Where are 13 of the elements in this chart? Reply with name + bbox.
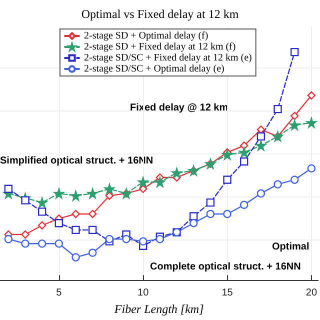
legend-label: 2-stage SD + Optimal delay (f) — [84, 30, 208, 42]
annotation: Simplified optical struct. + 16NN — [0, 156, 154, 166]
annotation: Complete optical struct. + 16NN — [150, 262, 301, 272]
x-tick-label: 15 — [222, 288, 234, 299]
x-tick-label: 5 — [56, 288, 62, 299]
x-axis-title: Fiber Length [km] — [113, 302, 204, 316]
x-tick-label: 20 — [306, 288, 318, 299]
legend-label: 2-stage SD/SC + Optimal delay (e) — [84, 64, 224, 74]
legend-label: 2-stage SD + Fixed delay at 12 km (f) — [84, 42, 236, 52]
legend-label: 2-stage SD/SC + Fixed delay at 12 km (e) — [84, 52, 252, 64]
x-tick-label: 10 — [138, 288, 150, 299]
chart-title: Optimal vs Fixed delay at 12 km — [81, 7, 240, 21]
annotation: Optimal — [272, 242, 310, 252]
